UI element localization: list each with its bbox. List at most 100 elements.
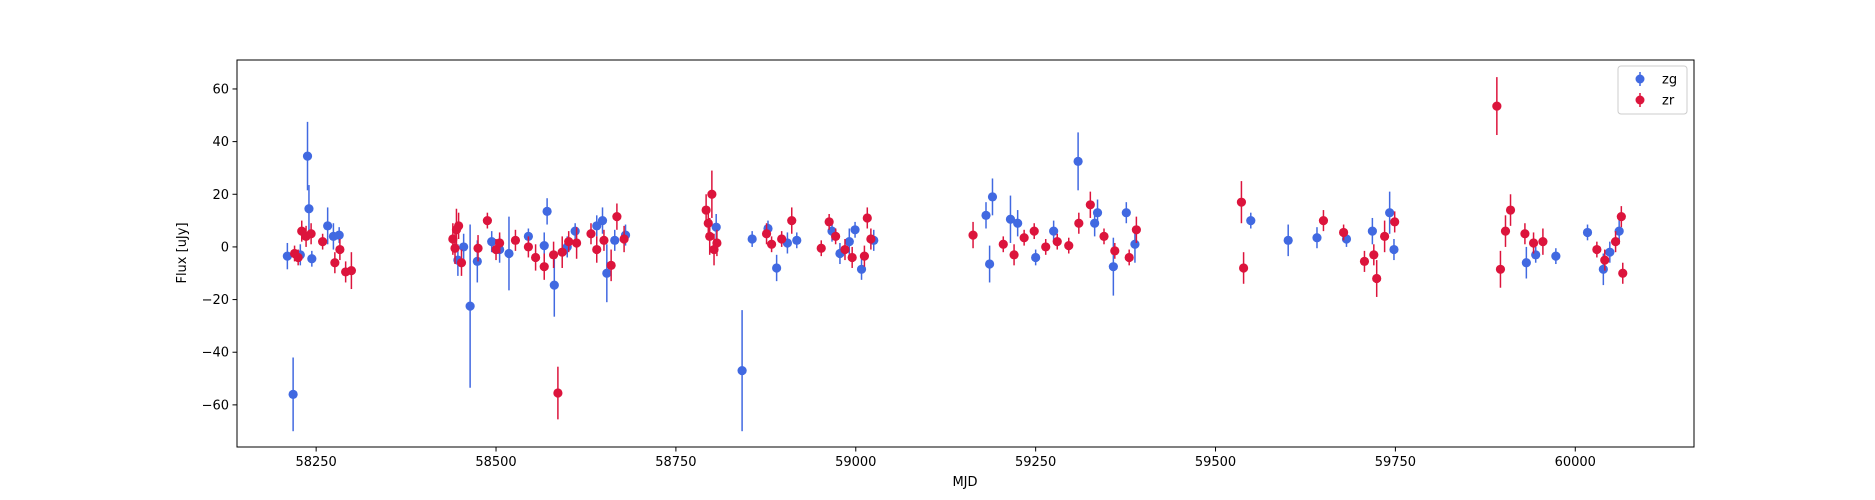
plot-frame [236,59,1695,448]
zr-point [1339,227,1349,238]
zr-point [968,230,978,240]
zg-point [1108,262,1118,272]
zr-point [572,238,582,248]
zr-point [1124,252,1134,263]
zr-point [998,239,1008,249]
zr-point [1495,264,1506,274]
zg-point [1049,226,1059,236]
zr-point [456,258,467,268]
zg-point [610,235,620,245]
zr-point [1131,225,1141,235]
zr-point [1041,242,1051,252]
zr-point [1528,238,1539,248]
zr-point [761,229,772,239]
zr-point [866,234,876,244]
zg-point [323,221,333,231]
zr-point [1236,197,1247,207]
x-tick-label: 58500 [475,455,516,470]
zr-point [293,252,303,263]
zg-point [1073,156,1083,166]
zg-point [1121,208,1131,218]
zr-point [557,247,567,257]
legend-zg-label: zg [1662,73,1677,88]
zr-point [1369,250,1379,260]
zr-point [335,244,345,255]
zr-point [586,229,596,239]
y-tick-label: 40 [212,135,229,150]
zg-point [1598,264,1608,274]
zr-point [1600,255,1610,265]
y-tick-label: −60 [202,398,229,413]
zr-point [862,213,872,223]
zg-point [987,192,998,202]
zg-point [288,389,298,399]
zr-point [510,235,521,245]
zg-point [1092,208,1103,218]
legend-entry-zg: zg [1635,72,1677,88]
x-axis-ticks: 58250 58500 58750 59000 59250 59500 59750 60000 [295,447,1596,470]
zg-point [602,268,612,278]
zg-point [549,280,559,290]
zr-point [1592,244,1602,255]
zg-point [711,222,721,232]
x-tick-label: 59250 [1015,455,1056,470]
zr-point [1618,268,1628,278]
zr-point [606,260,616,270]
zr-point [1064,241,1074,251]
zr-point [548,250,559,260]
zg-point [1521,258,1531,268]
zr-point [539,262,549,272]
zr-point [599,235,609,245]
zr-point [1085,200,1095,210]
y-tick-label: 60 [212,82,229,97]
y-axis-label: Flux [uJy] [175,222,190,283]
zg-point [1531,250,1541,260]
zg-point [1367,226,1377,236]
zr-point [816,243,826,253]
zr-point [1074,218,1084,228]
zr-point [1009,250,1019,260]
zr-point [1318,215,1329,226]
zr-point [1099,231,1109,241]
x-tick-label: 59500 [1195,455,1236,470]
zr-point [701,205,711,215]
zr-point [1616,212,1626,222]
zr-point [306,229,316,239]
legend-zr-marker [1635,95,1645,105]
zg-point [1312,233,1322,243]
x-tick-label: 58750 [655,455,696,470]
zr-point [450,243,460,253]
zr-point [553,388,563,398]
zg-point [487,237,497,247]
zg-point [981,210,991,220]
zr-point [787,215,797,226]
zg-point [1582,227,1593,238]
x-tick-label: 59750 [1375,455,1416,470]
zr-point [1538,237,1548,247]
zr-point [1029,226,1039,236]
zg-point [1605,247,1615,257]
zr-point [1110,246,1120,256]
zr-point [523,242,534,252]
zg-point [985,259,995,269]
zg-point [1130,239,1140,249]
zr-point [619,234,629,244]
zr-point [777,234,787,244]
zg-point [1013,218,1023,228]
y-tick-label: 20 [212,188,229,203]
zr-point [1500,226,1511,236]
zr-point [530,252,541,263]
legend-box [1617,65,1688,115]
legend-zg-marker [1635,74,1645,84]
zr-point [330,258,340,268]
zg-point [844,237,854,247]
legend-entry-zr: zr [1635,93,1675,109]
zg-point [334,230,344,240]
zr-point [712,238,722,248]
zr-point [705,231,715,241]
zg-point [304,204,314,214]
zg-point [1614,226,1624,236]
zg-point [747,234,757,244]
